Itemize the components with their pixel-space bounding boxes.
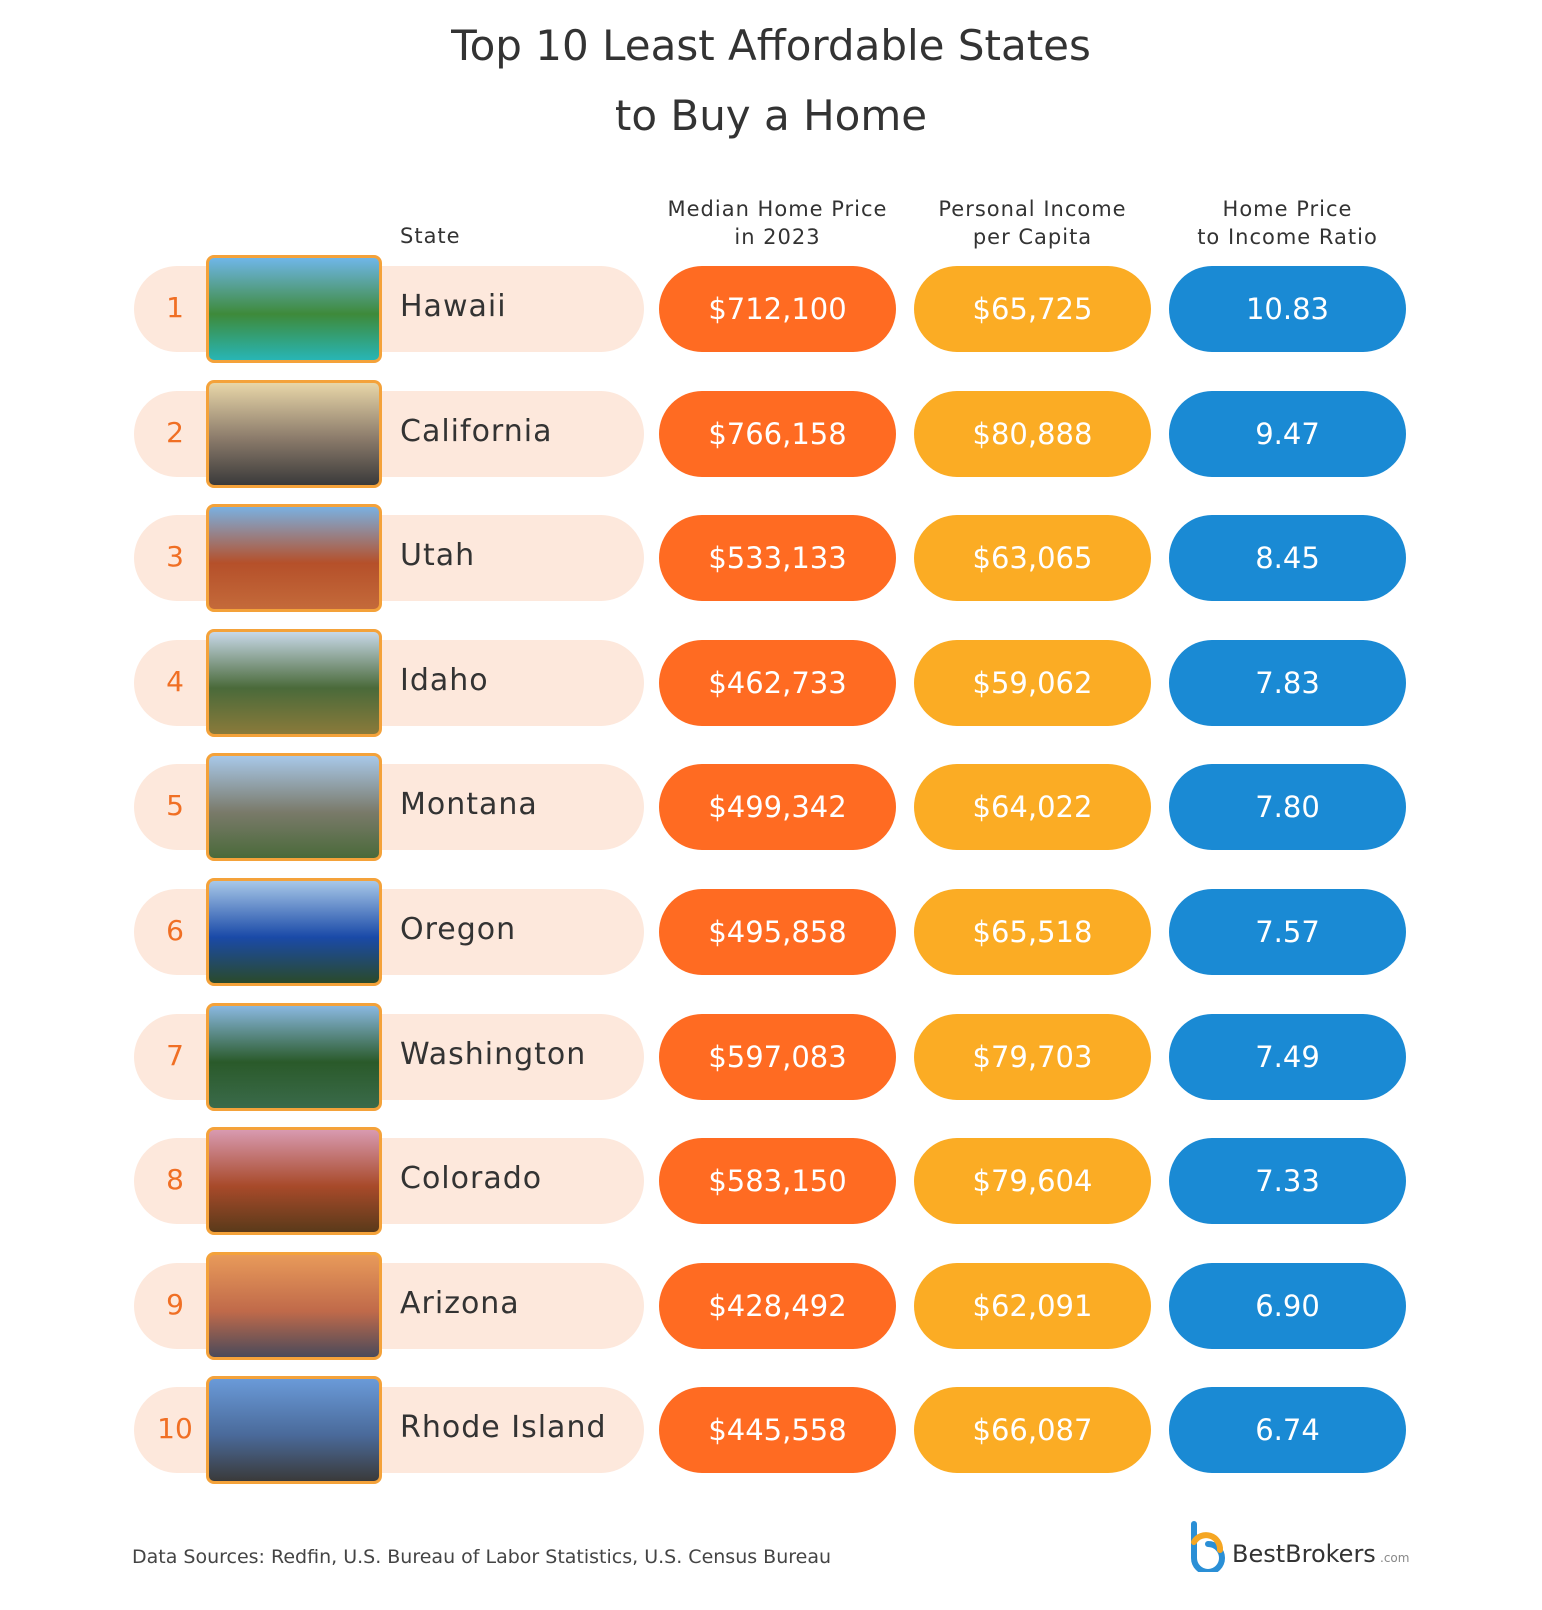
value-pill: $712,100	[659, 266, 896, 352]
value-pill: $428,492	[659, 1262, 896, 1349]
rank: 1	[166, 291, 184, 324]
title-line: to Buy a Home	[614, 91, 928, 140]
value-pill: $63,065	[914, 515, 1151, 602]
state-photo	[206, 1376, 382, 1485]
value-pill: 7.83	[1169, 639, 1406, 726]
state-photo	[206, 753, 382, 862]
value-pill: $495,858	[659, 889, 896, 975]
state-name: Oregon	[400, 912, 517, 947]
value-pill: $62,091	[914, 1262, 1151, 1349]
value-pill: 9.47	[1169, 390, 1406, 477]
rank: 2	[166, 415, 184, 449]
data-sources: Data Sources: Redfin, U.S. Bureau of Lab…	[132, 1546, 832, 1568]
value-pill: $445,558	[659, 1387, 896, 1474]
value-pill: $59,062	[914, 639, 1151, 726]
state-photo	[206, 628, 382, 737]
logo: BestBrokers	[1232, 1540, 1376, 1568]
state-photo	[206, 504, 382, 613]
state-name: Arizona	[400, 1285, 520, 1321]
value-pill: $583,150	[659, 1138, 896, 1225]
column-header: Home Price	[1222, 197, 1353, 221]
column-header: per Capita	[972, 225, 1093, 249]
value-pill: 8.45	[1169, 515, 1406, 602]
logo-icon	[1191, 1521, 1225, 1572]
state-name: Hawaii	[400, 289, 507, 324]
column-header: Personal Income	[938, 197, 1127, 221]
value-pill: $79,604	[914, 1138, 1151, 1225]
state-name: Utah	[400, 538, 476, 574]
value-pill: $64,022	[914, 764, 1151, 851]
value-pill: $462,733	[659, 639, 896, 726]
value-pill: $597,083	[659, 1013, 896, 1100]
rank: 5	[166, 789, 184, 823]
column-header: to Income Ratio	[1197, 225, 1378, 249]
value-pill: 7.49	[1169, 1013, 1406, 1100]
rank: 6	[166, 914, 184, 947]
value-pill: $65,518	[914, 889, 1151, 975]
state-name: Colorado	[400, 1161, 543, 1197]
rank: 7	[166, 1038, 184, 1072]
value-pill: 7.80	[1169, 764, 1406, 851]
state-photo	[206, 1127, 382, 1236]
state-photo	[206, 1002, 382, 1111]
rank: 3	[166, 540, 184, 574]
column-header: State	[400, 224, 461, 248]
state-photo	[206, 379, 382, 488]
state-name: California	[400, 413, 553, 449]
value-pill: $66,087	[914, 1387, 1151, 1474]
value-pill: $766,158	[659, 390, 896, 477]
logo-suffix: .com	[1380, 1551, 1410, 1565]
value-pill: $533,133	[659, 515, 896, 602]
column-header: in 2023	[734, 225, 821, 249]
value-pill: 6.74	[1169, 1387, 1406, 1474]
column-header: Median Home Price	[667, 197, 888, 221]
state-name: Washington	[400, 1036, 587, 1072]
value-pill: $65,725	[914, 266, 1151, 352]
title-line: Top 10 Least Affordable States	[451, 21, 1091, 70]
value-pill: 10.83	[1169, 266, 1406, 352]
rank: 8	[166, 1163, 184, 1197]
state-photo	[206, 1251, 382, 1360]
rank: 4	[166, 664, 184, 698]
rank: 9	[166, 1287, 184, 1321]
state-name: Idaho	[400, 662, 489, 698]
value-pill: 7.33	[1169, 1138, 1406, 1225]
value-pill: $499,342	[659, 764, 896, 851]
value-pill: $79,703	[914, 1013, 1151, 1100]
rank: 10	[157, 1412, 193, 1446]
state-name: Montana	[400, 787, 538, 823]
value-pill: 6.90	[1169, 1262, 1406, 1349]
value-pill: $80,888	[914, 390, 1151, 477]
state-photo	[206, 255, 382, 363]
state-name: Rhode Island	[400, 1410, 607, 1446]
state-photo	[206, 878, 382, 986]
value-pill: 7.57	[1169, 889, 1406, 975]
